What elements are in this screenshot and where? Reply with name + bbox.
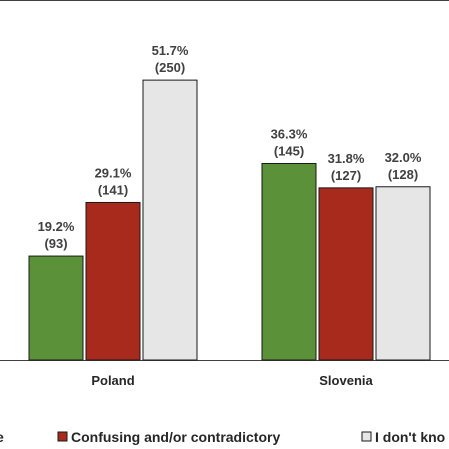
data-label-pct: 19.2% (38, 219, 75, 234)
data-label-count: (145) (274, 143, 304, 158)
bars-group (28, 79, 431, 361)
legend: e Confusing and/or contradictory I don't k… (0, 429, 445, 445)
bar-slovenia-series-2 (318, 187, 374, 361)
data-label-pct: 32.0% (385, 150, 422, 165)
data-label-count: (250) (155, 60, 185, 75)
legend-label-series-2: Confusing and/or contradictory (71, 429, 280, 445)
data-label-pct: 31.8% (328, 151, 365, 166)
category-label-poland: Poland (91, 373, 134, 388)
data-label-count: (93) (44, 236, 67, 251)
legend-label-series-3: I don't kno (375, 429, 445, 445)
bar-poland-series-3 (142, 79, 198, 361)
category-label-slovenia: Slovenia (319, 373, 373, 388)
data-label-count: (141) (98, 182, 128, 197)
legend-swatch-series-3 (361, 431, 372, 442)
bar-slovenia-series-1 (261, 162, 317, 361)
data-label-count: (127) (331, 168, 361, 183)
category-labels-group: Poland Slovenia (91, 373, 373, 388)
data-label-count: (128) (388, 167, 418, 182)
bar-poland-series-2 (85, 201, 141, 361)
data-label-pct: 51.7% (152, 43, 189, 58)
data-labels-group: 19.2% (93) 29.1% (141) 51.7% (250) 36.3% (145) 3… (38, 43, 422, 251)
data-label-pct: 36.3% (271, 126, 308, 141)
bar-slovenia-series-3 (375, 186, 431, 361)
legend-swatch-series-2 (57, 431, 68, 442)
bar-poland-series-1 (28, 255, 84, 361)
data-label-pct: 29.1% (95, 165, 132, 180)
legend-label-series-1: e (0, 429, 4, 445)
